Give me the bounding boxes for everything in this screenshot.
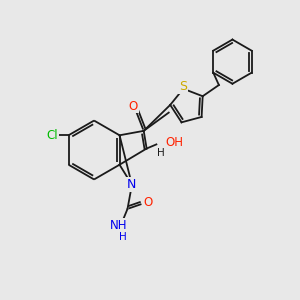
Text: OH: OH — [165, 136, 183, 148]
Text: H: H — [119, 232, 127, 242]
Text: N: N — [127, 178, 136, 191]
Text: S: S — [179, 80, 187, 93]
Text: Cl: Cl — [46, 129, 58, 142]
Text: O: O — [143, 196, 153, 208]
Text: NH: NH — [110, 219, 128, 232]
Text: O: O — [128, 100, 138, 112]
Text: H: H — [158, 148, 165, 158]
